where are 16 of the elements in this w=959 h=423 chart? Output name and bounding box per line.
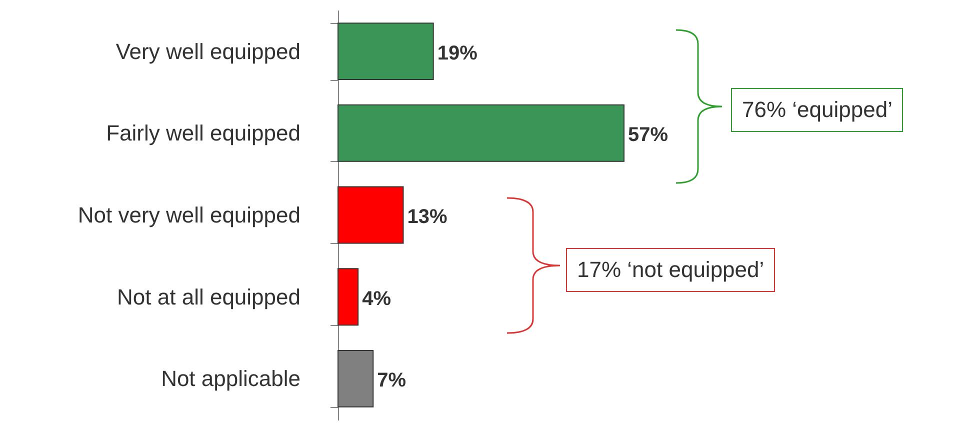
data-label: 4% xyxy=(362,288,392,310)
data-label: 57% xyxy=(628,124,668,146)
bar xyxy=(338,186,404,244)
annotation: 17% ‘not equipped’ xyxy=(566,248,776,292)
data-label: 19% xyxy=(437,42,478,64)
bar xyxy=(338,268,359,326)
text: 76% ‘equipped’ xyxy=(731,88,904,132)
y-tick-label: Fairly well equipped xyxy=(106,120,300,146)
y-tick-label: Very well equipped xyxy=(116,38,300,64)
data-label: 13% xyxy=(407,206,448,228)
y-tick-label: Not applicable xyxy=(161,366,300,392)
y-tick-label: Not very well equipped xyxy=(78,202,300,228)
data-label: 7% xyxy=(377,370,406,392)
bar xyxy=(338,104,624,162)
bar xyxy=(338,22,434,80)
y-tick-label: Not at all equipped xyxy=(117,284,300,310)
